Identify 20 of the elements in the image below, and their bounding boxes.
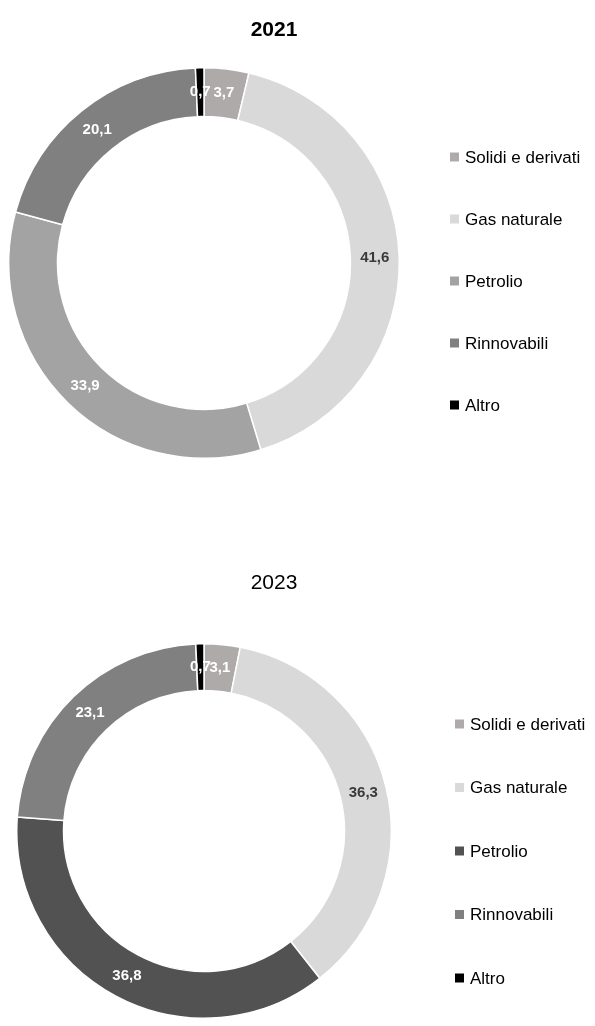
legend-label: Altro: [470, 968, 505, 988]
data-label: 33,9: [70, 375, 100, 393]
legend-label: Solidi e derivati: [465, 147, 581, 167]
legend-label: Petrolio: [470, 841, 528, 861]
data-label: 3,1: [209, 658, 231, 676]
chart-title: 2021: [250, 16, 298, 40]
chart-title: 2023: [250, 569, 298, 593]
legend-label: Rinnovabili: [470, 905, 554, 925]
legend-label: Solidi e derivati: [470, 714, 586, 734]
legend-label: Gas naturale: [465, 209, 563, 229]
data-label: 20,1: [82, 119, 112, 137]
data-label: 41,6: [360, 247, 390, 265]
legend-label: Gas naturale: [470, 778, 568, 798]
data-label: 36,3: [348, 782, 378, 800]
data-label: 36,8: [112, 965, 142, 983]
legend-label: Rinnovabili: [465, 333, 549, 353]
data-label: 23,1: [75, 703, 105, 721]
data-label: 3,7: [213, 83, 235, 101]
legend-label: Altro: [465, 395, 500, 415]
legend-label: Petrolio: [465, 271, 523, 291]
